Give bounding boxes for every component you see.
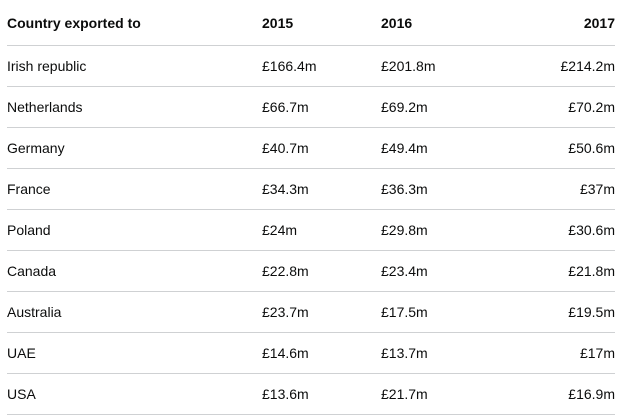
cell-country: Canada [7, 250, 262, 292]
table-body: Irish republic £166.4m £201.8m £214.2m N… [7, 45, 615, 415]
cell-2015: £34.3m [262, 168, 381, 210]
cell-2017: £70.2m [500, 86, 615, 128]
cell-2015: £24m [262, 209, 381, 251]
cell-2015: £23.7m [262, 291, 381, 333]
cell-country: France [7, 168, 262, 210]
table-row: Australia £23.7m £17.5m £19.5m [7, 291, 615, 333]
cell-2017: £19.5m [500, 291, 615, 333]
cell-2016: £49.4m [381, 127, 500, 169]
table-row: Poland £24m £29.8m £30.6m [7, 209, 615, 251]
cell-2016: £21.7m [381, 373, 500, 415]
cell-country: Australia [7, 291, 262, 333]
table-row: Germany £40.7m £49.4m £50.6m [7, 127, 615, 169]
cell-2016: £29.8m [381, 209, 500, 251]
cell-2017: £37m [500, 168, 615, 210]
table-row: Canada £22.8m £23.4m £21.8m [7, 250, 615, 292]
cell-2017: £214.2m [500, 45, 615, 87]
exports-table-container: Country exported to 2015 2016 2017 Irish… [7, 0, 615, 415]
exports-table: Country exported to 2015 2016 2017 Irish… [7, 0, 615, 415]
cell-country: USA [7, 373, 262, 415]
table-row: UAE £14.6m £13.7m £17m [7, 332, 615, 374]
cell-2015: £66.7m [262, 86, 381, 128]
cell-2017: £50.6m [500, 127, 615, 169]
cell-2015: £13.6m [262, 373, 381, 415]
cell-2017: £16.9m [500, 373, 615, 415]
cell-country: Netherlands [7, 86, 262, 128]
cell-2016: £13.7m [381, 332, 500, 374]
cell-2017: £30.6m [500, 209, 615, 251]
cell-2017: £21.8m [500, 250, 615, 292]
cell-country: UAE [7, 332, 262, 374]
cell-2016: £23.4m [381, 250, 500, 292]
cell-country: Irish republic [7, 45, 262, 87]
table-header: Country exported to 2015 2016 2017 [7, 0, 615, 46]
cell-country: Poland [7, 209, 262, 251]
cell-2015: £14.6m [262, 332, 381, 374]
cell-2017: £17m [500, 332, 615, 374]
cell-2016: £17.5m [381, 291, 500, 333]
cell-2015: £22.8m [262, 250, 381, 292]
table-row: Irish republic £166.4m £201.8m £214.2m [7, 45, 615, 87]
cell-2016: £201.8m [381, 45, 500, 87]
cell-2016: £69.2m [381, 86, 500, 128]
header-country: Country exported to [7, 0, 262, 46]
cell-2015: £166.4m [262, 45, 381, 87]
header-2015: 2015 [262, 0, 381, 46]
cell-2015: £40.7m [262, 127, 381, 169]
cell-2016: £36.3m [381, 168, 500, 210]
header-2017: 2017 [500, 0, 615, 46]
table-row: Netherlands £66.7m £69.2m £70.2m [7, 86, 615, 128]
header-2016: 2016 [381, 0, 500, 46]
header-row: Country exported to 2015 2016 2017 [7, 0, 615, 46]
table-row: France £34.3m £36.3m £37m [7, 168, 615, 210]
table-row: USA £13.6m £21.7m £16.9m [7, 373, 615, 415]
cell-country: Germany [7, 127, 262, 169]
